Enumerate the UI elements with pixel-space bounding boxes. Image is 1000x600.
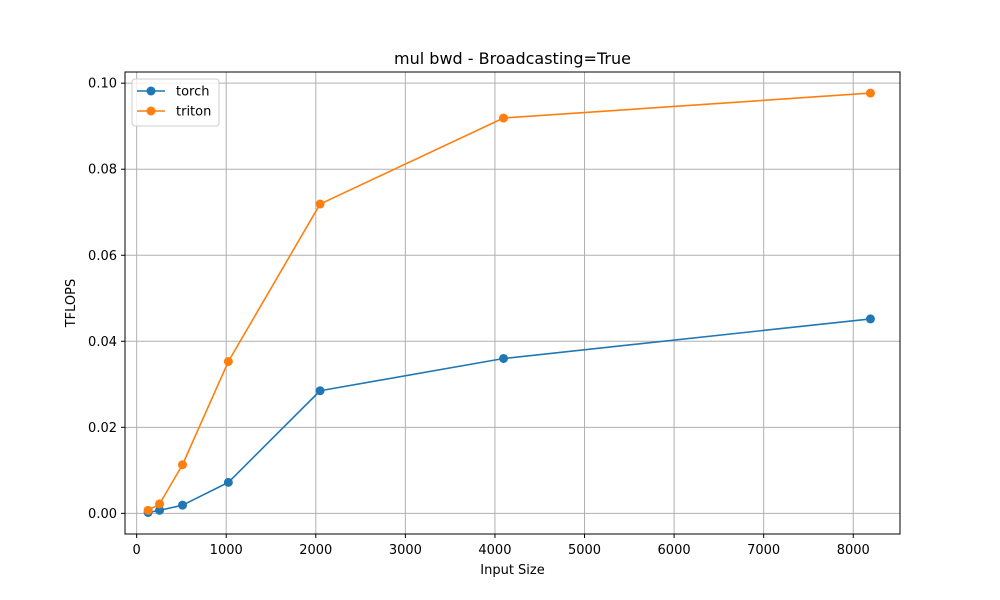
x-tick-label: 7000 bbox=[747, 543, 780, 558]
data-point-triton bbox=[865, 88, 875, 98]
data-point-triton bbox=[155, 499, 165, 509]
data-point-triton bbox=[178, 460, 188, 470]
legend-label-torch: torch bbox=[176, 85, 210, 100]
legend: torch triton bbox=[131, 78, 220, 127]
y-tick-label: 0.00 bbox=[88, 507, 117, 522]
grid bbox=[125, 72, 900, 534]
data-point-triton bbox=[223, 357, 233, 367]
series-triton bbox=[143, 88, 875, 515]
data-point-triton bbox=[499, 113, 509, 123]
series-torch bbox=[143, 314, 875, 517]
data-point-torch bbox=[315, 386, 325, 396]
series-layer bbox=[143, 88, 875, 517]
data-point-torch bbox=[223, 477, 233, 487]
data-point-torch bbox=[865, 314, 875, 324]
x-tick-label: 1000 bbox=[210, 543, 243, 558]
plot-frame bbox=[124, 71, 901, 535]
x-tick-label: 0 bbox=[133, 543, 141, 558]
y-tick-label: 0.02 bbox=[88, 421, 117, 436]
ticks: 0 1000 2000 3000 4000 5000 6000 7000 8000 0.00 0.0… bbox=[88, 77, 870, 558]
x-tick-label: 5000 bbox=[568, 543, 601, 558]
x-axis-label: Input Size bbox=[480, 563, 544, 578]
legend-marker-torch bbox=[146, 86, 156, 96]
y-axis-label: TFLOPS bbox=[64, 279, 79, 329]
data-point-torch bbox=[178, 500, 188, 510]
chart-title: mul bwd - Broadcasting=True bbox=[394, 49, 631, 68]
data-point-torch bbox=[155, 505, 165, 515]
legend-label-triton: triton bbox=[176, 105, 211, 120]
data-point-triton bbox=[315, 199, 325, 209]
y-tick-label: 0.04 bbox=[88, 335, 117, 350]
data-point-torch bbox=[499, 353, 509, 363]
y-tick-label: 0.10 bbox=[88, 77, 117, 92]
legend-marker-triton bbox=[146, 106, 156, 116]
x-tick-label: 6000 bbox=[658, 543, 691, 558]
y-tick-label: 0.06 bbox=[88, 249, 117, 264]
y-tick-label: 0.08 bbox=[88, 163, 117, 178]
x-tick-label: 2000 bbox=[299, 543, 332, 558]
data-point-triton bbox=[143, 505, 153, 515]
x-tick-label: 3000 bbox=[389, 543, 422, 558]
x-tick-label: 4000 bbox=[478, 543, 511, 558]
x-tick-label: 8000 bbox=[837, 543, 870, 558]
